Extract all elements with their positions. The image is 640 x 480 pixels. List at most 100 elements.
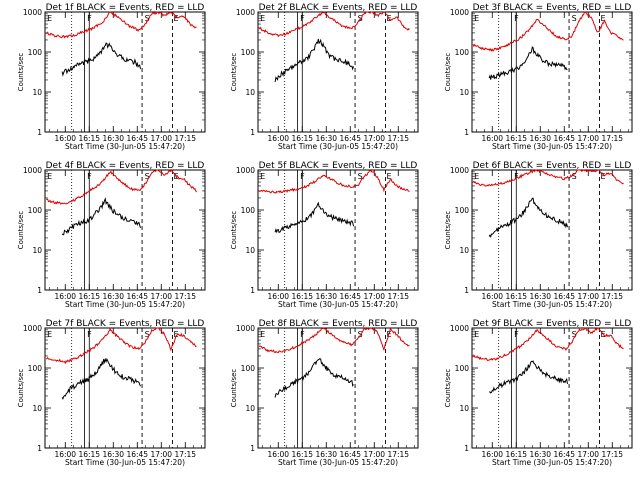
plot-frame [257,327,419,449]
x-axis-label: Start Time (30-Jun-05 15:47:20) [278,142,398,151]
panel-title: Det 8f BLACK = Events, RED = LLD [259,319,418,329]
lld-series-line [45,10,197,39]
plot-frame [44,11,206,133]
x-tick-label: 16:00 [267,292,289,301]
events-series-line [488,197,568,238]
x-axis-label: Start Time (30-Jun-05 15:47:20) [65,458,185,467]
event-marker-label: S [572,330,577,339]
x-axis-label: Start Time (30-Jun-05 15:47:20) [492,458,612,467]
y-tick-label: 10 [459,88,469,97]
y-tick-label: 10 [245,88,255,97]
event-marker-label: E [47,172,52,181]
events-series-line [274,38,354,83]
y-tick-label: 1000 [450,166,469,175]
x-tick-label: 16:30 [529,450,551,459]
y-tick-label: 10 [32,88,42,97]
y-tick-label: 100 [455,364,470,373]
x-tick-label: 17:00 [577,134,599,143]
event-marker-label: E [260,172,265,181]
x-tick-label: 17:00 [150,292,172,301]
lld-series-line [258,327,410,354]
event-marker-label: E [600,330,605,339]
x-tick-label: 17:00 [363,134,385,143]
x-tick-label: 17:15 [601,450,623,459]
x-tick-label: 16:30 [529,134,551,143]
x-tick-label: 16:45 [339,134,361,143]
event-marker-label: F [87,14,92,23]
lld-series-line [472,327,624,362]
x-tick-label: 16:30 [102,450,124,459]
x-tick-label: 16:15 [291,292,313,301]
y-tick-label: 10 [245,246,255,255]
event-marker-label: E [47,330,52,339]
y-tick-label: 100 [241,48,256,57]
x-tick-label: 16:30 [315,292,337,301]
x-tick-label: 16:15 [291,134,313,143]
event-marker-label: S [358,14,363,23]
x-tick-label: 16:00 [481,450,503,459]
event-marker-label: S [358,172,363,181]
panel-det-1: Det 1f BLACK = Events, RED = LLD 1 10 100 10… [17,3,206,151]
event-marker-label: F [300,330,305,339]
y-tick-label: 10 [459,404,469,413]
event-marker-label: E [386,172,391,181]
y-tick-label: 1 [37,286,42,295]
x-tick-label: 16:00 [481,134,503,143]
events-series-line [488,46,568,80]
x-tick-label: 16:30 [102,292,124,301]
x-axis-label: Start Time (30-Jun-05 15:47:20) [278,458,398,467]
events-series-line [61,357,141,401]
x-tick-label: 16:45 [339,292,361,301]
y-tick-label: 1 [464,128,469,137]
x-tick-label: 16:15 [78,134,100,143]
events-series-line [489,360,568,394]
y-tick-label: 1000 [236,166,255,175]
event-marker-label: E [260,330,265,339]
x-tick-label: 16:30 [102,134,124,143]
panel-det-7: Det 7f BLACK = Events, RED = LLD 1 10 100 10… [17,319,206,467]
panel-title: Det 1f BLACK = Events, RED = LLD [46,3,205,13]
event-marker-label: F [514,172,519,181]
x-tick-label: 16:15 [291,450,313,459]
events-series-line [274,357,354,398]
x-axis-label: Start Time (30-Jun-05 15:47:20) [65,300,185,309]
x-tick-label: 17:15 [174,450,196,459]
event-marker-label: F [87,172,92,181]
event-marker-label: S [572,172,577,181]
events-series-line [274,201,354,234]
y-tick-label: 100 [455,48,470,57]
event-marker-label: S [572,14,577,23]
x-tick-label: 16:00 [267,134,289,143]
y-axis-label: Counts/sec [444,369,452,408]
x-tick-label: 17:15 [174,292,196,301]
panel-det-6: Det 6f BLACK = Events, RED = LLD 1 10 100 10… [444,161,633,309]
y-tick-label: 10 [459,246,469,255]
x-tick-label: 16:00 [481,292,503,301]
x-tick-label: 17:00 [363,450,385,459]
y-tick-label: 1000 [236,324,255,333]
plot-frame [44,327,206,449]
x-axis-label: Start Time (30-Jun-05 15:47:20) [278,300,398,309]
x-tick-label: 16:45 [553,450,575,459]
x-tick-label: 17:00 [150,134,172,143]
x-tick-label: 16:30 [315,134,337,143]
event-marker-label: F [300,14,305,23]
x-tick-label: 17:15 [387,134,409,143]
y-tick-label: 1 [250,286,255,295]
y-tick-label: 100 [28,48,43,57]
event-marker-label: F [514,330,519,339]
lld-series-line [472,168,624,187]
x-tick-label: 17:00 [577,292,599,301]
x-tick-label: 17:15 [601,134,623,143]
panel-det-2: Det 2f BLACK = Events, RED = LLD 1 10 100 10… [230,3,419,151]
x-tick-label: 16:45 [553,292,575,301]
x-tick-label: 17:15 [601,292,623,301]
panel-title: Det 2f BLACK = Events, RED = LLD [259,3,418,13]
x-tick-label: 16:30 [315,450,337,459]
panel-det-9: Det 9f BLACK = Events, RED = LLD 1 10 100 10… [444,319,633,467]
event-marker-label: S [145,14,150,23]
event-marker-label: E [474,330,479,339]
y-tick-label: 1 [37,128,42,137]
x-tick-label: 16:00 [54,292,76,301]
